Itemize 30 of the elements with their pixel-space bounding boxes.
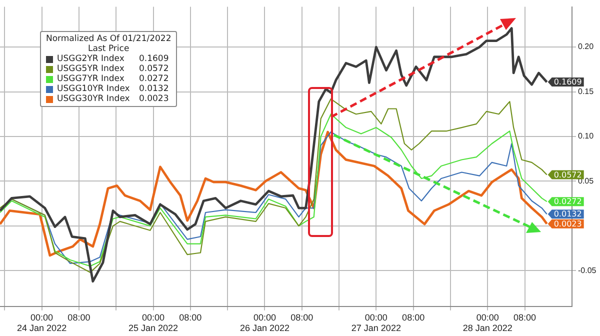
text: 0.0272 (139, 74, 169, 84)
annotation: 0.0272 (554, 197, 582, 206)
annotation: 0.0572 (554, 170, 582, 180)
legend-title: Normalized As Of 01/21/2022 Last Price (46, 34, 172, 54)
text: 0.0132 (139, 84, 169, 94)
x-tick-label: 00:00 27 Jan 2022 (351, 312, 401, 334)
text: 0.1609 (139, 54, 169, 64)
text: 0.0572 (139, 64, 169, 74)
annotation: 0.0132 (554, 210, 582, 219)
y-tick-label: 0.10 (578, 132, 594, 141)
annotation: 0.0023 (554, 219, 582, 228)
annotation: 0.1609 (554, 78, 582, 87)
x-tick-label: 08:00 (514, 312, 536, 322)
legend-label: USGG30YR Index (57, 94, 131, 104)
text: 0.0023 (139, 94, 169, 104)
legend-label: USGG2YR Index (57, 54, 126, 64)
x-tick-label: 00:00 24 Jan 2022 (17, 312, 67, 334)
x-tick-label: 08:00 (402, 312, 425, 322)
y-tick-label: 0.15 (578, 86, 594, 96)
legend-label: USGG7YR Index (57, 74, 126, 84)
x-tick-label: 08:00 (179, 312, 202, 322)
y-tick-label: 0.20 (578, 42, 594, 52)
x-tick-label: 00:00 28 Jan 2022 (462, 312, 512, 334)
legend-label: USGG5YR Index (57, 64, 126, 74)
x-tick-label: 00:00 25 Jan 2022 (128, 312, 178, 334)
y-tick-label: -0.05 (578, 266, 597, 275)
x-tick-label: 08:00 (68, 312, 90, 322)
x-tick-label: 00:00 26 Jan 2022 (240, 312, 290, 334)
legend-label: USGG10YR Index (57, 84, 131, 94)
x-tick-label: 08:00 (290, 312, 314, 322)
